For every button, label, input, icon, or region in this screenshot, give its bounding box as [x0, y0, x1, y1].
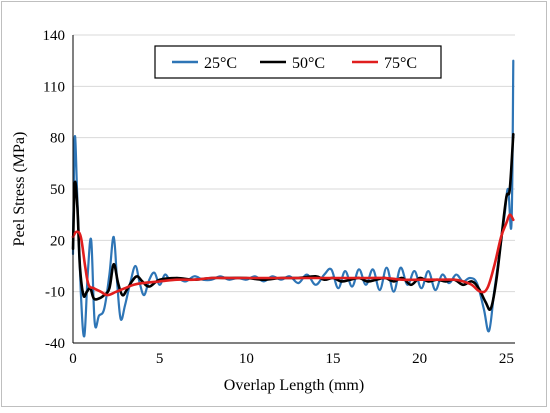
x-axis-label: Overlap Length (mm): [224, 377, 364, 394]
axes: [72, 35, 515, 344]
y-tick-label: -10: [45, 285, 65, 301]
legend-label: 50°C: [292, 55, 325, 72]
y-tick-label: -40: [45, 336, 65, 352]
series-line-3: [71, 213, 515, 297]
series-line-1: [71, 59, 515, 338]
y-tick-label: 80: [50, 131, 65, 147]
legend-box: [154, 45, 442, 79]
legend-label: 25°C: [204, 55, 237, 72]
x-tick-label: 15: [326, 351, 341, 367]
gridlines: [73, 34, 515, 293]
chart-frame: 0 5 10 15 20 25 -40 -10 20 50 80 110 140 Overlap Le…: [1, 1, 547, 407]
y-tick-label: 20: [50, 233, 65, 249]
y-tick-labels: -40 -10 20 50 80 110 140: [43, 28, 66, 352]
series-layer: [71, 59, 515, 338]
y-axis-label: Peel Stress (MPa): [11, 132, 28, 247]
x-tick-label: 25: [499, 351, 514, 367]
x-tick-label: 20: [412, 351, 427, 367]
y-tick-label: 110: [43, 79, 65, 95]
legend: 25°C 50°C 75°C: [154, 45, 442, 79]
x-tick-label: 0: [69, 351, 77, 367]
y-tick-label: 140: [43, 28, 66, 44]
legend-label: 75°C: [384, 55, 417, 72]
peel-stress-chart: 0 5 10 15 20 25 -40 -10 20 50 80 110 140 Overlap Le…: [11, 28, 515, 394]
x-tick-labels: 0 5 10 15 20 25: [69, 351, 514, 367]
y-tick-label: 50: [50, 182, 65, 198]
x-tick-label: 5: [156, 351, 164, 367]
x-tick-label: 10: [239, 351, 254, 367]
